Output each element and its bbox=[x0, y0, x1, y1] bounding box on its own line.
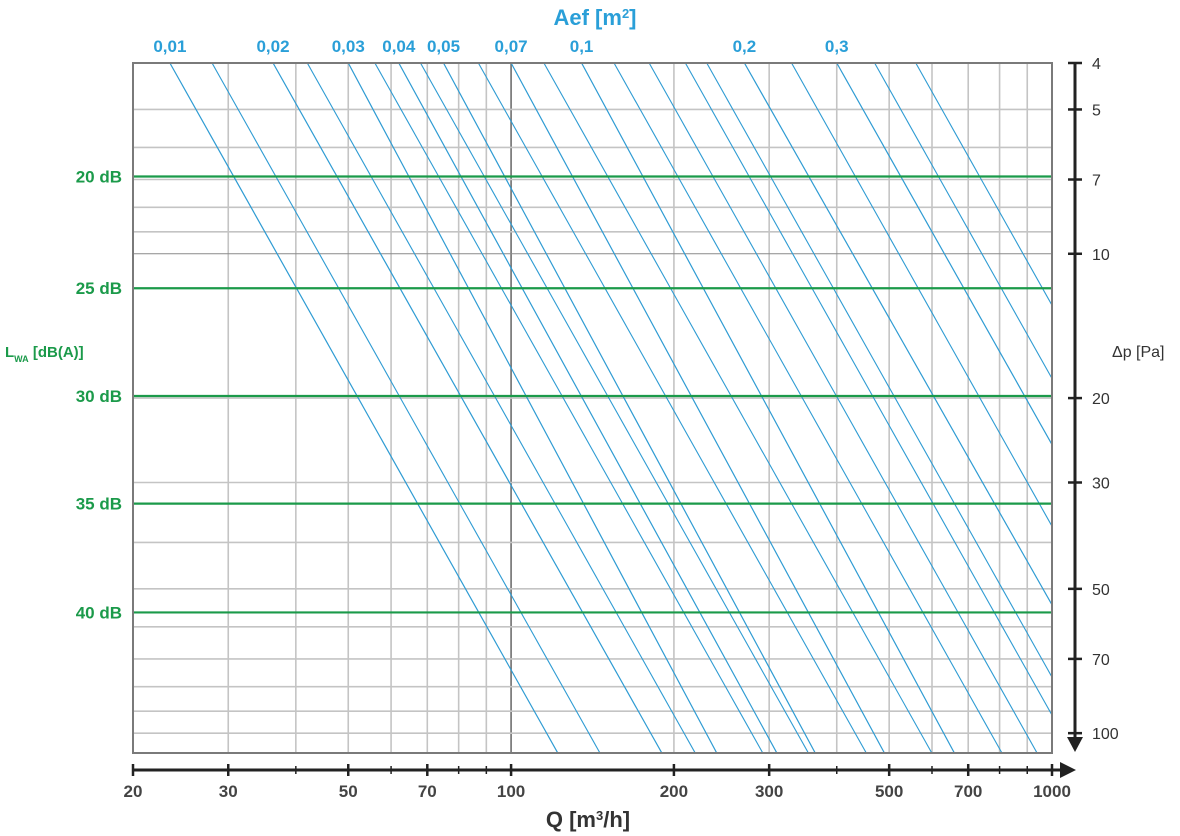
aef-line bbox=[874, 63, 1052, 380]
aef-line bbox=[272, 63, 663, 753]
x-tick-label: 700 bbox=[954, 782, 982, 801]
aef-value-label: 0,01 bbox=[153, 37, 186, 56]
x-tick-label: 20 bbox=[124, 782, 143, 801]
aef-line bbox=[706, 63, 1052, 679]
y-tick-label: 30 bbox=[1092, 475, 1110, 492]
aef-line bbox=[477, 63, 867, 753]
aef-value-label: 0,02 bbox=[256, 37, 289, 56]
y-tick-label: 50 bbox=[1092, 582, 1110, 599]
x-tick-label: 50 bbox=[339, 782, 358, 801]
labels: 20 dB 25 dB 30 dB 35 dB 40 dB 20 30 50 70 100 200 3… bbox=[5, 5, 1165, 832]
y-tick-label: 20 bbox=[1092, 391, 1110, 408]
aef-value-label: 0,03 bbox=[332, 37, 365, 56]
aef-value-label: 0,3 bbox=[825, 37, 849, 56]
y-tick-label: 70 bbox=[1092, 652, 1110, 669]
aef-value-label: 0,07 bbox=[495, 37, 528, 56]
y-tick-label: 100 bbox=[1092, 726, 1119, 743]
aef-line bbox=[169, 63, 559, 753]
lwa-axis-title: LWA [dB(A)] bbox=[5, 344, 84, 364]
x-axis-arrow-icon bbox=[1060, 762, 1076, 778]
x-tick-label: 1000 bbox=[1033, 782, 1071, 801]
aef-line-group bbox=[169, 63, 1052, 753]
aef-line bbox=[211, 63, 601, 753]
y-tick-label: 4 bbox=[1092, 56, 1101, 73]
aef-line bbox=[743, 63, 1052, 606]
plot-frame bbox=[132, 62, 1053, 754]
sound-level-label: 20 dB bbox=[76, 168, 122, 187]
aef-line bbox=[420, 63, 809, 753]
x-tick-label: 300 bbox=[755, 782, 783, 801]
aef-line bbox=[347, 63, 718, 753]
aef-value-label: 0,1 bbox=[570, 37, 594, 56]
aef-line bbox=[442, 63, 816, 753]
aef-line bbox=[836, 63, 1052, 445]
y-tick-label: 7 bbox=[1092, 173, 1101, 190]
y-axis-arrow-icon bbox=[1067, 737, 1083, 752]
aef-line bbox=[915, 63, 1052, 307]
x-tick-label: 200 bbox=[660, 782, 688, 801]
aef-value-label: 0,05 bbox=[427, 37, 460, 56]
aef-line bbox=[306, 63, 696, 753]
aef-line bbox=[791, 63, 1052, 528]
x-axis-title: Q [m3/h] bbox=[546, 807, 630, 832]
aef-line bbox=[398, 63, 778, 753]
sound-level-label: 30 dB bbox=[76, 387, 122, 406]
y-tick-label: 10 bbox=[1092, 247, 1110, 264]
aef-line bbox=[581, 63, 955, 753]
aef-value-label: 0,2 bbox=[733, 37, 757, 56]
sound-level-label: 25 dB bbox=[76, 279, 122, 298]
aef-line bbox=[613, 63, 1003, 753]
aef-line bbox=[684, 63, 1052, 717]
sound-level-lines bbox=[133, 175, 1052, 614]
axes bbox=[131, 61, 1083, 778]
sound-level-label: 35 dB bbox=[76, 495, 122, 514]
x-tick-label: 30 bbox=[219, 782, 238, 801]
x-tick-label: 70 bbox=[418, 782, 437, 801]
grid bbox=[132, 62, 1053, 753]
aef-line bbox=[648, 63, 1038, 753]
aef-line bbox=[543, 63, 933, 753]
sound-level-label: 40 dB bbox=[76, 603, 122, 622]
aef-line bbox=[374, 63, 764, 753]
aef-line bbox=[510, 63, 885, 753]
aef-value-label: 0,04 bbox=[382, 37, 416, 56]
y-tick-label: 5 bbox=[1092, 102, 1101, 119]
x-tick-label: 100 bbox=[497, 782, 525, 801]
aef-lines bbox=[169, 63, 1052, 753]
y-axis-title: Δp [Pa] bbox=[1112, 344, 1165, 361]
chart-title: Aef [m2] bbox=[553, 5, 636, 30]
x-tick-label: 500 bbox=[875, 782, 903, 801]
